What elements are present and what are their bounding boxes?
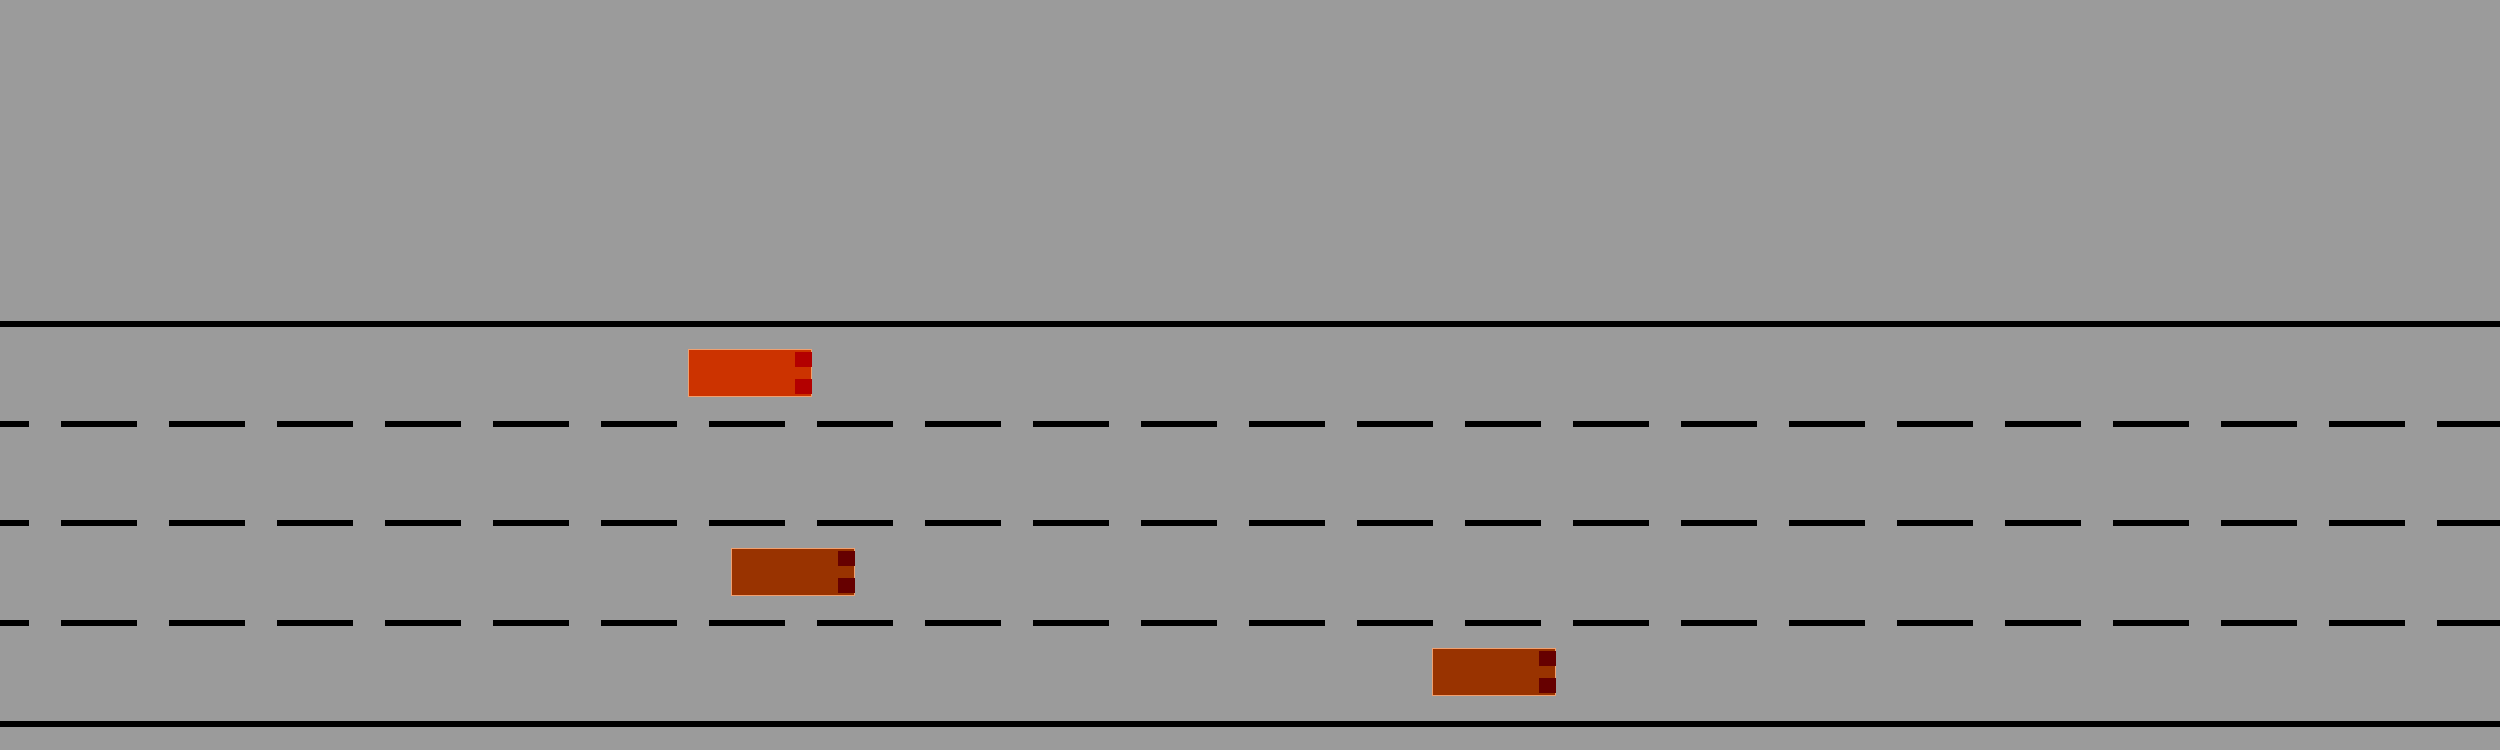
- other-vehicle: [1432, 648, 1556, 696]
- other-vehicle-headlight-bottom: [838, 578, 855, 593]
- ego-vehicle: [688, 349, 812, 397]
- ego-vehicle-headlight-bottom: [795, 379, 812, 394]
- other-vehicle-headlight-top: [838, 551, 855, 566]
- other-vehicle-body: [1432, 648, 1556, 696]
- other-vehicle: [731, 548, 855, 596]
- ego-vehicle-body: [688, 349, 812, 397]
- other-vehicle-headlight-top: [1539, 651, 1556, 666]
- other-vehicle-headlight-bottom: [1539, 678, 1556, 693]
- other-vehicle-body: [731, 548, 855, 596]
- ego-vehicle-headlight-top: [795, 352, 812, 367]
